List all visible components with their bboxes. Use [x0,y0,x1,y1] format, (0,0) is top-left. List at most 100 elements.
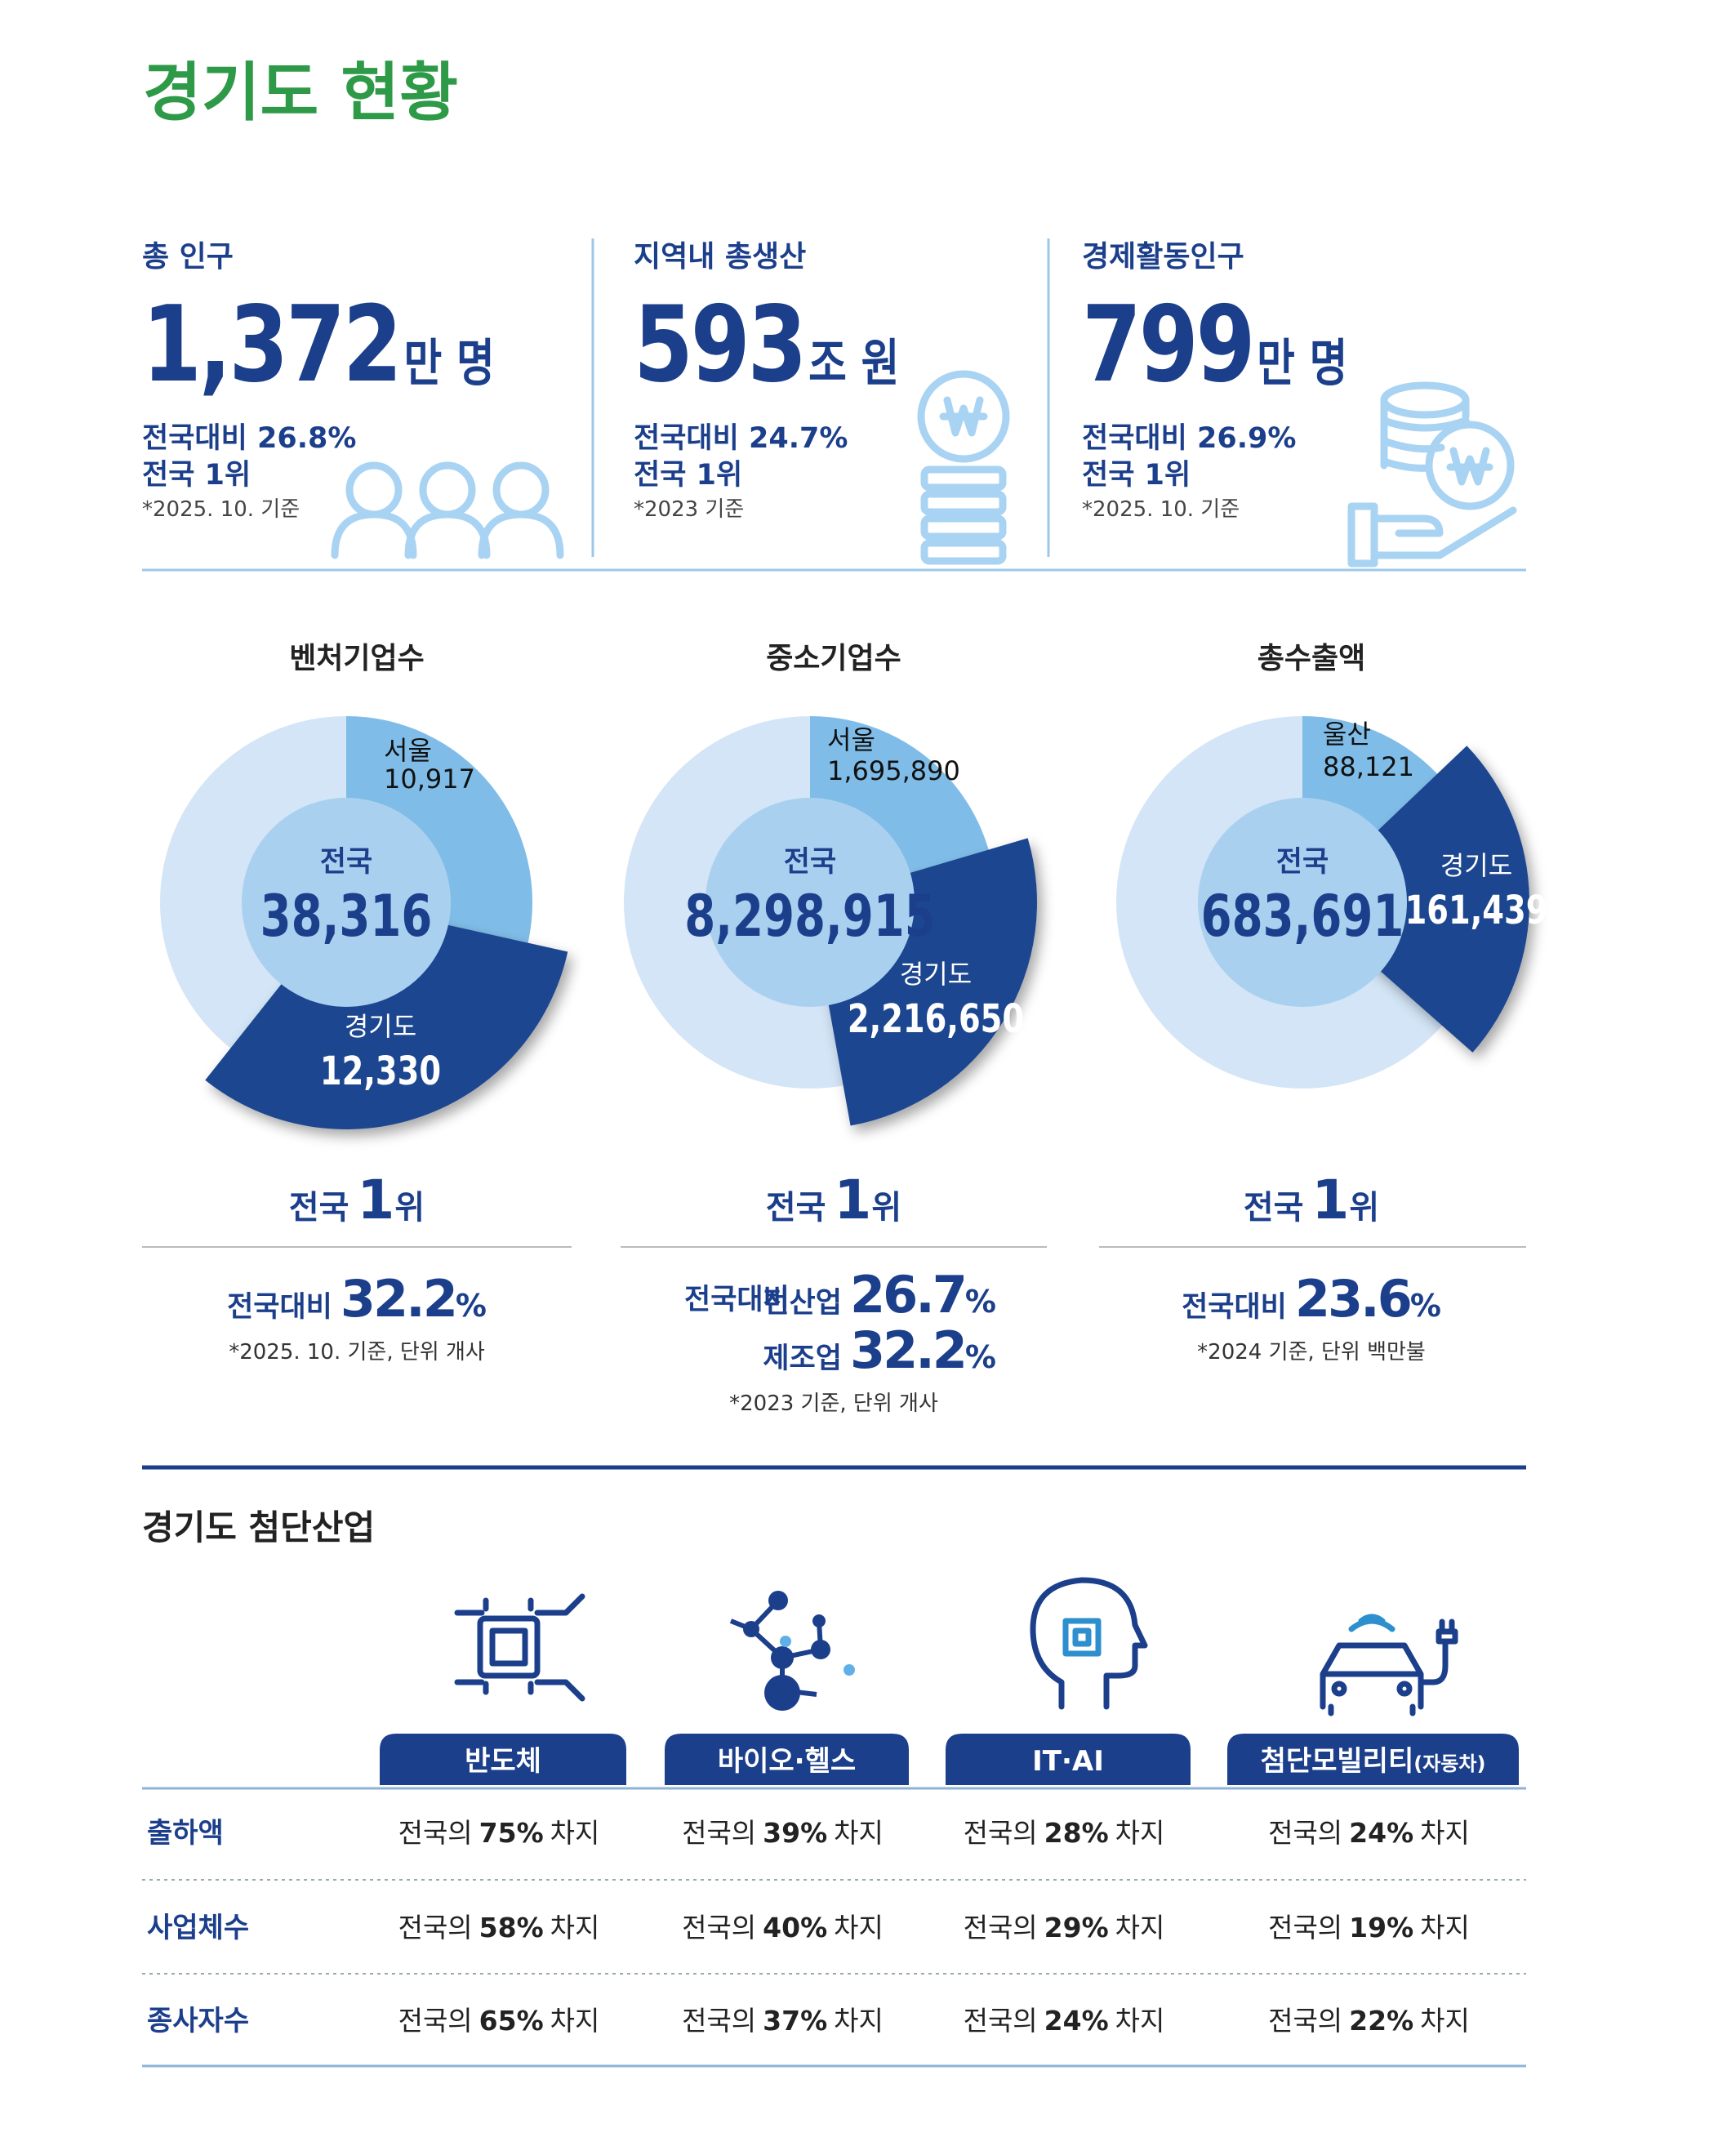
cell: 전국의 28% 차지 [964,1817,1165,1849]
donut-gg-sector [205,902,568,1129]
donut-center [706,798,915,1007]
cell-pre: 전국의 [682,1817,756,1849]
rank-pre: 전국 [289,1189,349,1227]
cell-pre: 전국의 [398,1912,473,1944]
stat-number: 799 [1082,283,1253,406]
donut-gg-value: 12,330 [320,1049,441,1094]
donut-top-value: 88,121 [1323,751,1414,782]
cell-post: 차지 [834,1817,884,1849]
cell: 전국의 19% 차지 [1268,1912,1470,1944]
donut-gg-name: 경기도 [345,1011,416,1042]
rank: 전국 1위 [766,1169,901,1231]
stat-number: 1,372 [142,283,400,406]
donut-gg-sector [1302,746,1529,1053]
stat-label: 지역내 총생산 [634,240,806,274]
rank-num: 1 [357,1169,394,1231]
stat-label: 경제활동인구 [1082,240,1244,274]
donut-gg-name: 경기도 [900,959,972,990]
cell-post: 차지 [1420,1912,1470,1944]
cell-pct: 19% [1349,1912,1413,1944]
cell-post: 차지 [1420,1817,1470,1849]
column-header-bg [1227,1734,1519,1785]
stat-unit: 만 명 [403,334,494,393]
cell-pre: 전국의 [964,1817,1038,1849]
cell: 전국의 58% 차지 [398,1912,600,1944]
column-header: IT·AI [1032,1745,1104,1778]
compare-unit: % [456,1288,487,1324]
donut-top-name: 울산 [1323,719,1371,750]
cell-pct: 24% [1044,2005,1109,2037]
cell-post: 차지 [550,1817,600,1849]
cell-post: 차지 [834,1912,884,1944]
cell: 전국의 39% 차지 [682,1817,884,1849]
rank-post: 위 [1349,1189,1379,1227]
cell: 전국의 29% 차지 [964,1912,1165,1944]
cell: 전국의 24% 차지 [1268,1817,1470,1849]
car-icon [1320,1614,1458,1716]
rank-pre: 전국 [766,1189,826,1227]
compare-name: 전산업 [763,1287,842,1320]
compare-unit: % [965,1339,996,1375]
stat-ratio: 전국대비 24.7% [634,422,848,455]
compare: 전국대비 23.6% [1182,1269,1441,1329]
rank-post: 위 [394,1189,425,1227]
page-title: 경기도 현황 [143,56,458,130]
donut-total-name: 전국 [320,846,372,879]
column-header: 반도체 [465,1745,541,1778]
compare: 전국대비 32.2% [227,1269,487,1329]
donut-total-name: 전국 [1276,846,1329,879]
compare-num: 32.2 [850,1320,965,1380]
donut-total-value: 8,298,915 [684,883,935,949]
people-icon [331,461,564,559]
cell-pct: 37% [763,2005,827,2037]
donut-top-name: 서울 [384,735,432,766]
chip-icon [454,1593,585,1702]
compare-label: 전국대비 [227,1291,332,1324]
donut-center [242,798,451,1007]
donut-gg-value: 161,439 [1405,888,1548,933]
column-name: 첨단모빌리티 [1261,1745,1414,1778]
coin-icon [917,370,1010,565]
donut-gg-name: 경기도 [1440,850,1512,881]
compare-label: 전국대비 [684,1284,790,1316]
stat-number: 593 [634,283,804,406]
cell-post: 차지 [550,2005,600,2037]
stat-rank: 전국 1위 [142,459,251,492]
stat-unit: 조 원 [808,334,899,393]
hand-coin-icon [1347,381,1517,568]
donut-gg-value: 2,216,650 [848,997,1024,1042]
stat-note: *2025. 10. 기준 [142,497,300,522]
stat-value: 1,372만 명 [142,283,495,406]
compare: 제조업 32.2% [763,1320,996,1380]
molecule-icon [729,1591,855,1711]
donut-title: 벤처기업수 [289,642,425,675]
compare-num: 23.6 [1295,1269,1410,1329]
cell-pct: 39% [763,1817,827,1849]
row-label: 출하액 [147,1817,224,1850]
column-header: 첨단모빌리티(자동차) [1261,1745,1486,1778]
stat-note: *2023 기준 [634,497,744,522]
cell-pre: 전국의 [398,1817,473,1849]
rank-pre: 전국 [1244,1189,1304,1227]
cell-pre: 전국의 [964,2005,1038,2037]
rank: 전국 1위 [1244,1169,1379,1231]
cell-pre: 전국의 [964,1912,1038,1944]
column-name: 반도체 [465,1745,541,1778]
cell: 전국의 24% 차지 [964,2005,1165,2037]
compare-unit: % [965,1284,996,1320]
stat-label: 총 인구 [142,240,234,274]
column-header-bg [946,1734,1191,1785]
cell-pct: 22% [1349,2005,1413,2037]
donut-center [1198,798,1407,1007]
stat-rank: 전국 1위 [1082,459,1191,492]
cell-pct: 75% [479,1817,544,1849]
column-header-bg [665,1734,909,1785]
donut-top-value: 1,695,890 [827,755,960,786]
cell-pre: 전국의 [682,1912,756,1944]
cell-post: 차지 [1115,1912,1165,1944]
stat-value: 593조 원 [634,283,899,406]
stat-note: *2025. 10. 기준 [1082,497,1240,522]
compare-note: *2023 기준, 단위 개사 [729,1391,938,1416]
